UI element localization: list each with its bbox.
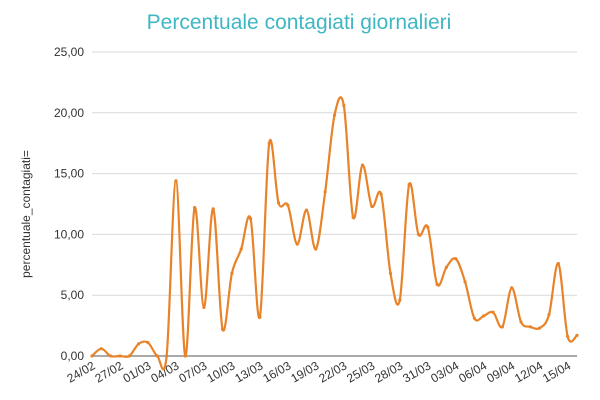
data-point: [230, 271, 234, 275]
data-point: [388, 271, 393, 275]
y-tick-label: 0,00: [61, 349, 85, 363]
data-point: [491, 310, 495, 314]
x-tick-label: 07/03: [176, 358, 209, 385]
data-point: [332, 113, 337, 117]
data-point: [304, 208, 309, 212]
data-point: [407, 182, 411, 187]
data-point: [426, 225, 430, 229]
data-point: [575, 333, 579, 337]
chart-title: Percentuale contagiati giornalieri: [147, 11, 452, 34]
y-tick-label: 5,00: [61, 288, 85, 302]
x-tick-label: 22/03: [316, 358, 349, 385]
data-point: [90, 354, 94, 358]
data-point: [183, 354, 187, 358]
data-point: [137, 342, 141, 346]
data-point: [286, 203, 290, 207]
data-point: [202, 305, 206, 309]
x-tick-label: 15/04: [540, 358, 573, 385]
data-point: [398, 298, 402, 302]
x-tick-label: 13/03: [232, 358, 265, 385]
y-tick-label: 10,00: [54, 227, 84, 241]
data-point: [500, 325, 504, 329]
x-tick-label: 28/03: [372, 358, 405, 385]
y-tick-label: 20,00: [54, 106, 84, 120]
x-tick-label: 10/03: [204, 358, 237, 385]
data-point: [146, 341, 150, 345]
data-point: [538, 326, 542, 330]
data-point: [239, 247, 243, 251]
data-point: [566, 334, 570, 339]
data-point: [416, 232, 421, 236]
data-point: [547, 313, 551, 317]
data-point: [519, 320, 523, 324]
data-point: [323, 190, 327, 194]
x-tick-label: 16/03: [260, 358, 293, 385]
data-point: [379, 192, 383, 196]
data-point: [295, 242, 299, 246]
data-point: [472, 316, 477, 320]
data-point: [463, 280, 467, 284]
data-point: [314, 247, 318, 251]
data-point: [192, 206, 197, 210]
data-point: [155, 354, 159, 358]
data-point: [342, 103, 346, 108]
data-point: [444, 265, 449, 269]
data-point: [435, 282, 439, 286]
x-tick-label: 09/04: [484, 358, 517, 385]
x-axis-ticks: 24/0227/0201/0304/0307/0310/0313/0316/03…: [64, 358, 573, 385]
x-tick-label: 01/03: [120, 358, 153, 385]
series-line: [90, 96, 579, 371]
data-point: [127, 354, 131, 358]
data-point: [267, 141, 271, 145]
x-tick-label: 12/04: [512, 358, 545, 385]
x-tick-label: 25/03: [344, 358, 377, 385]
data-point: [556, 261, 560, 266]
data-points: [90, 103, 579, 358]
data-point: [351, 215, 355, 219]
data-point: [276, 201, 281, 205]
data-point: [510, 286, 514, 290]
data-point: [528, 325, 532, 329]
gridlines: [92, 51, 577, 296]
data-point: [248, 216, 253, 221]
data-point: [370, 204, 374, 209]
data-point: [109, 354, 113, 358]
data-point: [482, 314, 486, 318]
y-axis-label: percentuale_contagiati=: [19, 150, 33, 278]
x-tick-label: 19/03: [288, 358, 321, 385]
data-point: [360, 163, 365, 167]
y-axis-ticks: 0,00 5,00 10,00 15,00 20,00 25,00: [54, 45, 84, 363]
data-point: [99, 347, 103, 351]
data-point: [258, 315, 262, 319]
data-point: [454, 257, 458, 261]
data-point: [118, 354, 122, 358]
x-tick-label: 03/04: [428, 358, 461, 385]
y-tick-label: 25,00: [54, 45, 84, 59]
x-tick-label: 06/04: [456, 358, 489, 385]
data-point: [211, 207, 215, 211]
data-point: [220, 327, 225, 331]
x-tick-label: 31/03: [400, 358, 433, 385]
data-point: [174, 179, 178, 183]
y-tick-label: 15,00: [54, 167, 84, 181]
x-tick-label: 27/02: [92, 358, 125, 385]
data-point: [165, 354, 169, 358]
